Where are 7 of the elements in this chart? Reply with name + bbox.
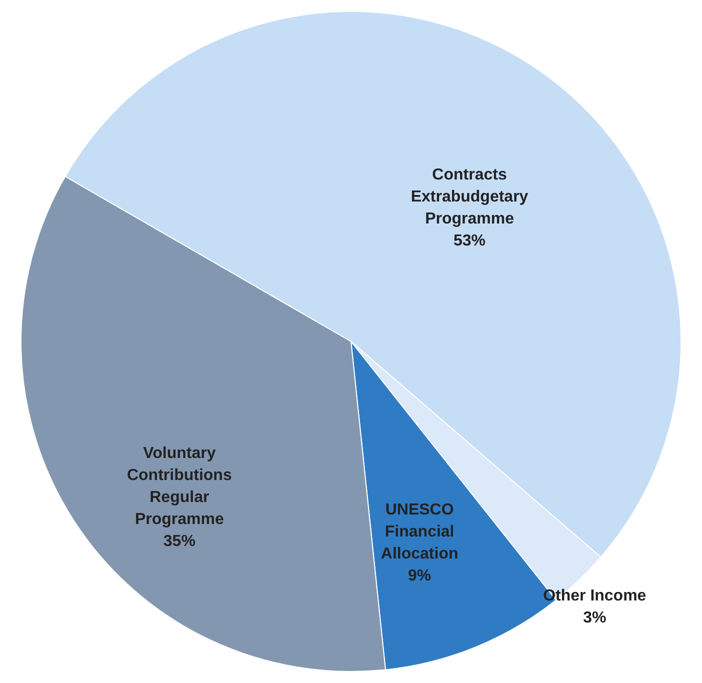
data-label: 53% <box>454 232 486 250</box>
data-label: 35% <box>163 532 196 550</box>
slice-label: UNESCO Financial Allocation <box>380 502 458 563</box>
slice-label: Contracts Extrabudgetary Programme <box>410 166 528 228</box>
data-label: 3% <box>583 610 606 627</box>
data-label: 9% <box>408 568 432 585</box>
slice-label: Voluntary Contributions Regular Programme <box>126 444 232 528</box>
